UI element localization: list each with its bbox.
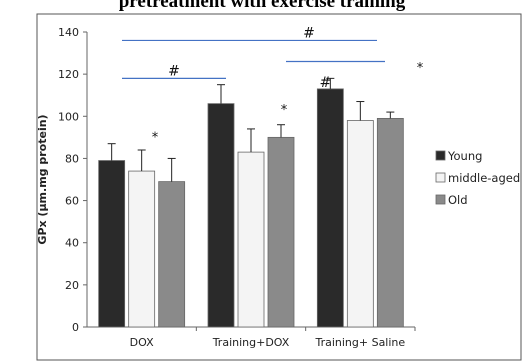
star-marker: * <box>281 103 288 118</box>
legend-swatch <box>435 172 446 183</box>
legend-swatch <box>435 194 446 205</box>
y-tick-label: 20 <box>65 279 79 292</box>
chart-axes: 0 20 40 60 80 100 120 140 GPx (µm.mg protein) DOX… <box>36 26 416 349</box>
legend-label: Young <box>447 149 482 163</box>
bar <box>267 136 295 328</box>
bar <box>98 160 126 328</box>
y-tick-label: 80 <box>65 152 79 165</box>
y-tick-label: 120 <box>58 68 79 81</box>
y-tick-label: 100 <box>58 110 79 123</box>
y-tick-label: 0 <box>72 321 79 334</box>
bar <box>158 181 186 328</box>
x-tick-label: Training+DOX <box>212 336 290 349</box>
legend-label: Old <box>448 193 468 207</box>
bar <box>237 151 265 328</box>
bars-group <box>98 77 404 328</box>
legend-swatch <box>435 150 446 161</box>
legend-label: middle-aged <box>448 171 520 185</box>
y-tick-label: 60 <box>65 195 79 208</box>
x-tick-label: DOX <box>130 336 154 349</box>
y-tick-label: 140 <box>58 26 79 39</box>
y-tick-label: 40 <box>65 237 79 250</box>
hash-marker: # <box>303 25 315 41</box>
significance-annotations: # # # * * * <box>122 25 424 146</box>
star-marker: * <box>417 61 424 76</box>
x-tick-label: Training+ Saline <box>314 336 405 349</box>
bar <box>376 117 404 328</box>
hash-marker: # <box>168 63 180 79</box>
hash-marker: # <box>319 75 331 91</box>
legend: Young middle-aged Old <box>435 149 520 207</box>
chart-title: pretreatment with exercise training <box>118 0 406 12</box>
bar <box>316 88 344 328</box>
y-axis-title: GPx (µm.mg protein) <box>36 114 49 244</box>
bar <box>128 170 156 328</box>
star-marker: * <box>152 131 159 146</box>
bar <box>346 120 374 328</box>
bar <box>207 103 235 328</box>
